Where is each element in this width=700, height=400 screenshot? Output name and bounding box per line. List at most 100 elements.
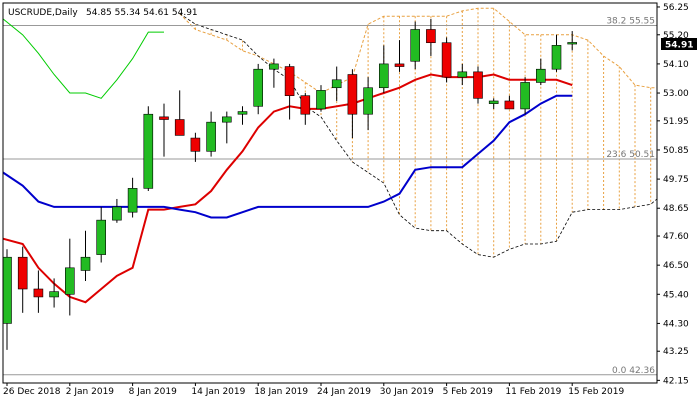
last-price-label: 54.91 [665, 41, 693, 51]
candle-body [473, 71, 483, 99]
fib-level-label: 23.6 50.51 [606, 150, 655, 160]
blue-line [2, 94, 573, 219]
candle-body [49, 291, 59, 298]
y-tick-label: 42.15 [663, 376, 689, 386]
candle [473, 66, 483, 104]
candle [17, 246, 28, 313]
x-axis: 26 Dec 2018 2 Jan 2019 8 Jan 2019 14 Jan 20… [3, 383, 624, 397]
candle-body [143, 113, 154, 189]
candle-body [190, 137, 201, 152]
candle [394, 40, 405, 72]
candle [504, 95, 515, 110]
y-tick-label: 54.10 [663, 60, 689, 70]
candle-body [174, 119, 185, 136]
candle [284, 63, 295, 120]
fib-level-label: 0.0 42.36 [612, 366, 655, 376]
candle [363, 77, 373, 131]
x-tick-label: 5 Feb 2019 [443, 387, 494, 397]
y-tick-label: 56.25 [663, 3, 689, 13]
candle [316, 85, 326, 112]
candle [253, 63, 263, 115]
candle [426, 18, 436, 56]
candle [222, 111, 232, 144]
candle-body [567, 42, 578, 45]
candle-body [96, 219, 106, 255]
x-tick-label: 15 Feb 2019 [568, 387, 624, 397]
candle [237, 106, 248, 125]
candle [269, 58, 279, 88]
y-tick-label: 48.65 [663, 204, 689, 214]
candle-body [237, 111, 248, 115]
y-tick-label: 44.30 [663, 319, 689, 329]
candle-body [488, 100, 499, 104]
candle [33, 270, 44, 313]
x-tick-label: 2 Jan 2019 [66, 387, 114, 397]
x-tick-label: 24 Jan 2019 [317, 387, 371, 397]
candle-body [206, 121, 216, 152]
x-tick-label: 8 Jan 2019 [129, 387, 177, 397]
candle [96, 206, 106, 263]
chart-title: USCRUDE,Daily [8, 8, 78, 18]
candle [159, 103, 169, 157]
candle-body [300, 95, 311, 115]
candle [347, 69, 358, 139]
candle [567, 31, 578, 51]
y-tick-label: 50.85 [663, 146, 689, 156]
y-tick-label: 43.25 [663, 347, 689, 357]
candle-body [33, 288, 44, 298]
candle [127, 177, 138, 218]
candle [112, 198, 122, 223]
candle-body [316, 90, 326, 110]
candle-body [331, 79, 342, 89]
candle-body [504, 100, 515, 110]
candle-body [112, 206, 122, 221]
candle-body [2, 256, 12, 324]
candle [206, 111, 216, 157]
y-tick-label: 45.40 [663, 290, 689, 300]
candle-body [65, 267, 75, 295]
candle-body [520, 82, 530, 110]
candle [410, 21, 421, 70]
last-price-marker: 54.91 [661, 38, 697, 51]
candle [457, 63, 468, 86]
candle [378, 45, 389, 94]
y-tick-label: 47.60 [663, 232, 689, 242]
x-tick-label: 14 Jan 2019 [191, 387, 245, 397]
green-line [2, 18, 164, 99]
ohlc-header: 54.85 55.34 54.61 54.91 [86, 8, 198, 18]
plot-frame [2, 2, 658, 384]
last-price-box [661, 38, 697, 50]
candle-body [17, 256, 28, 290]
x-tick-label: 11 Feb 2019 [505, 387, 561, 397]
candle [300, 93, 311, 125]
candle [441, 37, 452, 83]
candle-body [269, 63, 279, 70]
x-tick-label: 30 Jan 2019 [380, 387, 434, 397]
candle-body [222, 116, 232, 123]
candle-body [441, 42, 452, 78]
cloud-layer [179, 7, 658, 258]
candle-body [378, 63, 389, 89]
candle [331, 66, 342, 101]
cloud-lower-border [179, 13, 658, 258]
candle-body [80, 256, 91, 271]
candle-body [410, 29, 421, 62]
x-tick-label: 18 Jan 2019 [254, 387, 308, 397]
candle-body [347, 74, 358, 115]
candle-body [457, 71, 468, 78]
y-tick-label: 49.75 [663, 175, 689, 185]
candle-body [394, 63, 405, 67]
x-tick-label: 26 Dec 2018 [3, 387, 61, 397]
candle [174, 90, 185, 136]
candle-body [284, 66, 295, 96]
candle-body [363, 87, 373, 115]
candle-body [426, 29, 436, 44]
candle [520, 77, 530, 115]
candle [535, 58, 546, 86]
candle-body [551, 45, 562, 70]
y-axis: 56.25 55.20 54.10 53.00 51.95 50.85 49.75 48.65… [657, 3, 689, 386]
candle [80, 230, 91, 282]
